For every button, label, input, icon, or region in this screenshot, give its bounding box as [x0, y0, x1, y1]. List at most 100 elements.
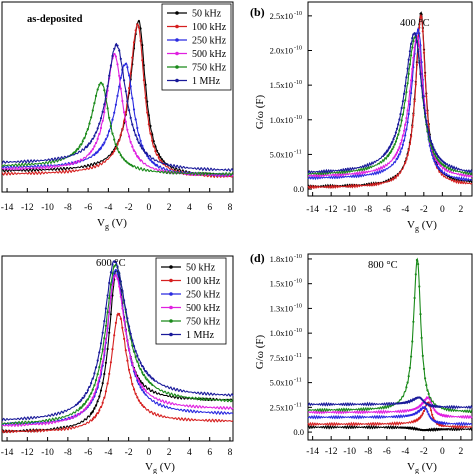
data-point [90, 382, 93, 385]
panel-d-annotation: 800 °C [368, 260, 398, 271]
data-point [86, 128, 89, 131]
data-point [392, 157, 395, 160]
data-point [141, 382, 144, 385]
data-point [83, 402, 86, 405]
data-point [147, 157, 150, 160]
data-point [98, 148, 101, 151]
data-point [403, 92, 406, 95]
y-tick-label: 1.3x10 [270, 303, 293, 313]
data-point [134, 152, 137, 155]
series-line-1-mhz [307, 396, 473, 410]
data-point [151, 133, 154, 136]
data-point [88, 395, 91, 398]
data-point [104, 138, 107, 141]
data-point [392, 138, 395, 141]
data-point [114, 55, 117, 58]
data-point [91, 137, 94, 140]
data-point [403, 139, 406, 142]
x-tick-label: -10 [343, 447, 356, 457]
x-tick-label: -6 [84, 448, 92, 458]
data-point [132, 41, 136, 44]
data-point [113, 334, 116, 337]
data-point [422, 367, 426, 370]
data-point [104, 338, 107, 341]
data-point [141, 144, 144, 147]
data-point [123, 111, 126, 114]
data-point [405, 386, 408, 389]
data-point [113, 265, 116, 268]
data-point [137, 380, 140, 383]
data-point [390, 143, 393, 146]
data-point [149, 382, 152, 385]
data-point [131, 123, 134, 126]
data-point [414, 83, 417, 86]
data-point [124, 349, 127, 352]
data-point [137, 157, 140, 160]
legend-label: 500 kHz [192, 49, 227, 60]
data-point [128, 368, 131, 371]
x-tick-label: -2 [420, 205, 428, 215]
data-point [128, 135, 131, 138]
data-point [99, 357, 103, 360]
data-point [407, 375, 410, 378]
data-point [436, 166, 440, 169]
data-point [446, 415, 449, 418]
data-point [88, 385, 91, 388]
data-point [388, 145, 392, 148]
data-point [108, 297, 111, 300]
data-point [410, 92, 413, 95]
data-point [113, 276, 116, 279]
data-point [108, 372, 111, 375]
data-point [413, 100, 416, 103]
data-point [131, 382, 134, 386]
data-point [132, 368, 136, 371]
data-point [152, 378, 155, 381]
data-point [420, 84, 423, 87]
data-point [151, 139, 154, 142]
data-point [152, 145, 155, 148]
data-point [114, 274, 117, 277]
data-point [116, 147, 119, 150]
data-point [98, 376, 101, 379]
data-point [93, 416, 96, 419]
data-point [134, 372, 137, 375]
data-point [422, 104, 426, 107]
data-point [424, 112, 427, 115]
data-point [432, 150, 435, 153]
data-point [71, 152, 75, 155]
y-tick-exponent: -11 [294, 378, 302, 384]
x-tick-label: -4 [104, 448, 112, 458]
data-point [152, 162, 155, 165]
data-point [134, 29, 137, 32]
x-tick-label: -8 [364, 447, 372, 457]
data-point [410, 79, 413, 82]
data-point [162, 160, 165, 163]
data-point [419, 313, 422, 316]
data-point [116, 277, 119, 280]
data-point [99, 117, 103, 120]
data-point [410, 42, 413, 46]
x-tick-label: -2 [125, 203, 133, 213]
panel-c-annotation: 600 °C [96, 258, 126, 269]
data-point [404, 99, 407, 102]
data-point [123, 299, 126, 302]
x-tick-label: 0 [440, 447, 445, 457]
data-point [131, 362, 134, 365]
data-point [137, 399, 140, 402]
data-point [442, 422, 445, 425]
data-point [398, 146, 401, 149]
data-point [413, 296, 416, 300]
data-point [108, 130, 111, 133]
data-point [391, 140, 394, 143]
data-point [114, 321, 117, 324]
data-point [149, 375, 152, 378]
data-point [96, 359, 99, 362]
data-point [118, 272, 121, 275]
data-point [128, 162, 131, 165]
y-tick-exponent: -10 [294, 46, 302, 52]
data-point [116, 272, 119, 275]
series-line-1-mhz [1, 42, 234, 173]
x-tick-label: -14 [306, 447, 319, 457]
data-point [406, 109, 409, 112]
data-point [98, 132, 101, 136]
